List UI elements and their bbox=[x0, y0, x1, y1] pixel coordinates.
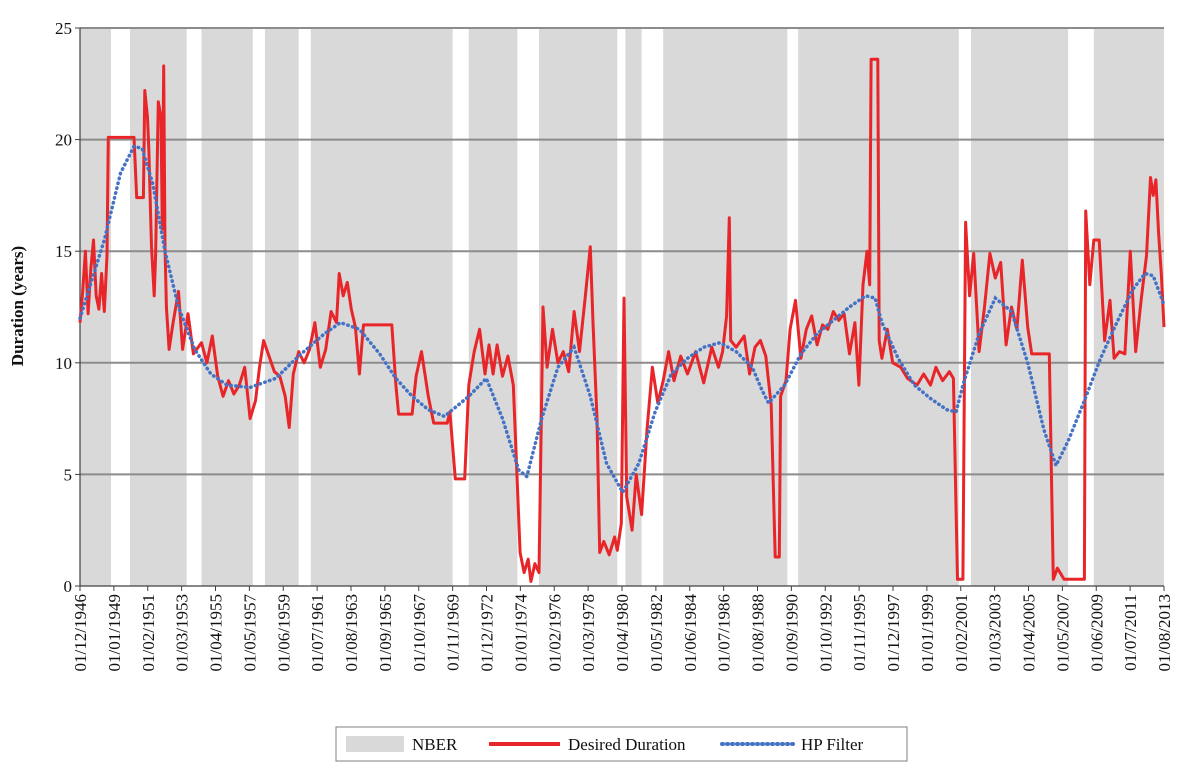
x-tick-label-22: 01/10/1992 bbox=[816, 594, 835, 671]
nber-period-7 bbox=[625, 28, 642, 586]
x-tick-label-14: 01/02/1976 bbox=[545, 594, 564, 671]
legend-desired-label: Desired Duration bbox=[568, 735, 686, 754]
y-tick-label-5: 25 bbox=[55, 19, 72, 38]
x-tick-label-7: 01/07/1961 bbox=[308, 594, 327, 671]
nber-period-5 bbox=[468, 28, 518, 586]
y-tick-label-3: 15 bbox=[55, 242, 72, 261]
x-tick-label-32: 01/08/2013 bbox=[1155, 594, 1174, 671]
y-tick-label-1: 5 bbox=[64, 465, 73, 484]
x-tick-label-10: 01/10/1967 bbox=[410, 594, 429, 672]
x-tick-label-12: 01/12/1972 bbox=[478, 594, 497, 671]
x-tick-label-23: 01/11/1995 bbox=[850, 594, 869, 671]
x-tick-label-8: 01/08/1963 bbox=[342, 594, 361, 671]
y-tick-label-0: 0 bbox=[64, 577, 73, 596]
nber-period-11 bbox=[1093, 28, 1164, 586]
x-tick-label-11: 01/11/1969 bbox=[444, 594, 463, 671]
x-tick-label-6: 01/06/1959 bbox=[274, 594, 293, 671]
legend-box bbox=[335, 726, 908, 762]
x-tick-label-28: 01/04/2005 bbox=[1020, 594, 1039, 671]
nber-period-0 bbox=[80, 28, 112, 586]
x-tick-label-25: 01/01/1999 bbox=[918, 594, 937, 671]
y-tick-labels: 0 5 10 15 20 25 bbox=[55, 19, 72, 596]
x-tick-label-30: 01/06/2009 bbox=[1087, 594, 1106, 671]
x-tick-labels: 01/12/1946 01/01/1949 01/02/1951 01/03/1953… bbox=[71, 586, 1174, 671]
x-tick-label-9: 01/09/1965 bbox=[376, 594, 395, 671]
nber-period-6 bbox=[538, 28, 618, 586]
y-tick-label-4: 20 bbox=[55, 131, 72, 150]
nber-period-4 bbox=[310, 28, 453, 586]
x-tick-label-29: 01/05/2007 bbox=[1053, 594, 1072, 672]
x-tick-label-31: 01/07/2011 bbox=[1121, 594, 1140, 671]
x-tick-label-24: 01/12/1997 bbox=[884, 594, 903, 672]
x-tick-label-5: 01/05/1957 bbox=[240, 594, 259, 672]
gridlines bbox=[80, 27, 1164, 476]
x-tick-label-13: 01/01/1974 bbox=[511, 594, 530, 672]
legend-hp-label: HP Filter bbox=[801, 735, 864, 754]
series-lines bbox=[78, 57, 1166, 583]
x-tick-label-17: 01/05/1982 bbox=[647, 594, 666, 671]
x-tick-label-16: 01/04/1980 bbox=[613, 594, 632, 671]
x-tick-label-21: 01/09/1990 bbox=[782, 594, 801, 671]
x-tick-label-19: 01/07/1986 bbox=[715, 594, 734, 671]
desired-duration-line bbox=[78, 57, 1166, 583]
y-tick-label-2: 10 bbox=[55, 354, 72, 373]
nber-period-3 bbox=[264, 28, 299, 586]
legend-nber-label: NBER bbox=[412, 735, 458, 754]
x-tick-label-0: 01/12/1946 bbox=[71, 594, 90, 671]
x-tick-label-3: 01/03/1953 bbox=[173, 594, 192, 671]
x-tick-label-15: 01/03/1978 bbox=[579, 594, 598, 671]
x-tick-label-20: 01/08/1988 bbox=[749, 594, 768, 671]
x-tick-label-27: 01/03/2003 bbox=[986, 594, 1005, 671]
x-tick-label-26: 01/02/2001 bbox=[952, 594, 971, 671]
x-tick-label-18: 01/06/1984 bbox=[681, 594, 700, 672]
y-axis-label: Duration (years) bbox=[8, 246, 27, 366]
x-tick-label-4: 01/04/1955 bbox=[207, 594, 226, 671]
legend: NBER Desired Duration HP Filter bbox=[335, 726, 908, 762]
nber-period-8 bbox=[663, 28, 788, 586]
hp-filter-line bbox=[78, 144, 1166, 496]
legend-nber-swatch bbox=[346, 736, 404, 752]
x-tick-label-2: 01/02/1951 bbox=[139, 594, 158, 671]
nber-period-2 bbox=[201, 28, 253, 586]
nber-shading bbox=[80, 28, 1164, 586]
x-tick-label-1: 01/01/1949 bbox=[105, 594, 124, 671]
